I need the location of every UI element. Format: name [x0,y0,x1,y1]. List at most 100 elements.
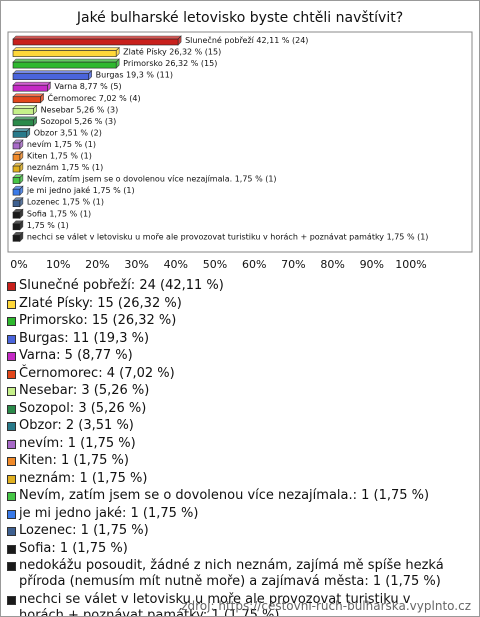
legend-swatch [7,422,16,431]
legend-swatch [7,387,16,396]
x-tick-label: 80% [320,258,344,271]
bar-label: Obzor 3,51 % (2) [34,128,102,137]
legend-item: Primorsko: 15 (26,32 %) [7,313,447,329]
bar [12,119,34,127]
legend-label: Lozenec: 1 (1,75 %) [19,523,149,538]
x-tick-label: 90% [360,258,384,271]
bar-label: 1,75 % (1) [27,221,69,230]
x-tick-label: 70% [281,258,305,271]
legend-label: Sofia: 1 (1,75 %) [19,540,128,556]
legend-swatch [7,527,16,536]
bar-label: Nesebar 5,26 % (3) [41,105,119,114]
legend-label: Zlaté Písky: 15 (26,32 %) [19,295,182,311]
legend-swatch [7,299,16,309]
bar-label: neznám 1,75 % (1) [27,163,103,172]
bar-label: Burgas 19,3 % (11) [96,71,173,80]
chart-title: Jaké bulharské letovisko byste chtěli na… [76,10,403,26]
legend-label: nedokážu posoudit, žádné z nich neznám, … [19,558,444,589]
bar [12,142,21,150]
legend-item: Burgas: 11 (19,3 %) [7,331,447,347]
legend-item: Varna: 5 (8,77 %) [7,348,447,364]
legend-label: Kiten: 1 (1,75 %) [19,453,129,468]
legend-item: nedokážu posoudit, žádné z nich neznám, … [7,558,447,590]
bar-label: Sofia 1,75 % (1) [27,209,91,218]
legend-label: Burgas: 11 (19,3 %) [19,330,150,346]
legend-item: nechci se válet v letovisku u moře ale p… [7,591,447,617]
legend-swatch [7,352,16,361]
legend-swatch [7,509,16,519]
bar [12,235,21,242]
legend-swatch [7,544,16,554]
legend-swatch [7,282,16,291]
bar-label: Lozenec 1,75 % (1) [27,198,104,207]
legend-swatch [7,404,16,414]
legend-swatch [7,334,16,344]
bar-label: je mi jedno jaké 1,75 % (1) [26,185,135,195]
legend-label: nechci se válet v letovisku u moře ale p… [19,591,411,617]
bar-top [12,35,182,40]
legend-label: Sozopol: 3 (5,26 %) [19,400,147,416]
x-tick-label: 30% [124,258,148,271]
legend-item: je mi jedno jaké: 1 (1,75 %) [7,506,447,522]
bar-top [12,93,45,98]
bar [12,131,28,138]
x-tick-label: 20% [85,258,109,271]
legend-item: Sozopol: 3 (5,26 %) [7,401,447,417]
legend-item: nevím: 1 (1,75 %) [7,436,447,452]
legend-label: Primorsko: 15 (26,32 %) [19,313,177,328]
legend: Slunečné pobřeží: 24 (42,11 %) Zlaté Písk… [7,278,447,617]
bar-top [12,58,120,63]
bar [12,73,89,80]
bar-label: Primorsko 26,32 % (15) [123,59,217,68]
legend-label: neznám: 1 (1,75 %) [19,470,148,486]
bar [12,188,21,196]
bar-label: Zlaté Písky 26,32 % (15) [123,47,221,57]
bar [12,96,41,104]
legend-swatch [7,369,16,379]
legend-swatch [7,317,16,326]
legend-item: Nevím, zatím jsem se o dovolenou více ne… [7,488,447,504]
legend-item: Sofia: 1 (1,75 %) [7,541,447,557]
legend-label: Obzor: 2 (3,51 %) [19,418,134,433]
bar-top [12,47,120,51]
bar-label: Sozopol 5,26 % (3) [41,117,117,126]
legend-swatch [7,595,16,605]
legend-swatch [7,439,16,449]
bar-label: nevím 1,75 % (1) [27,140,96,149]
legend-label: Nevím, zatím jsem se o dovolenou více ne… [19,488,430,503]
legend-label: Černomorec: 4 (7,02 %) [19,365,175,381]
bar-label: Kiten 1,75 % (1) [27,152,92,161]
bar [12,154,21,161]
legend-item: neznám: 1 (1,75 %) [7,471,447,487]
legend-label: Varna: 5 (8,77 %) [19,348,133,363]
source: zdroj: https://cestovni-ruch-bulharska.v… [181,599,471,613]
legend-item: Zlaté Písky: 15 (26,32 %) [7,296,447,312]
x-tick-label: 60% [242,258,266,271]
x-tick-label: 100% [395,258,426,271]
bar [12,61,117,69]
bar-label: Nevím, zatím jsem se o dovolenou více ne… [27,175,277,184]
legend-swatch [7,474,16,484]
legend-item: Nesebar: 3 (5,26 %) [7,383,447,399]
bar [12,84,48,92]
bar [12,223,21,231]
legend-item: Černomorec: 4 (7,02 %) [7,366,447,382]
legend-swatch [7,562,16,571]
x-tick-label: 10% [46,258,70,271]
legend-item: Kiten: 1 (1,75 %) [7,453,447,469]
x-tick-label: 0% [10,258,27,271]
bar-top [12,116,38,121]
bar-label: nechci se válet v letovisku u moře ale p… [27,232,429,241]
bar [12,50,117,57]
x-tick-label: 40% [164,258,188,271]
legend-label: nevím: 1 (1,75 %) [19,435,136,451]
bar-label: Slunečné pobřeží 42,11 % (24) [185,35,308,45]
legend-item: Obzor: 2 (3,51 %) [7,418,447,434]
bar [12,177,21,184]
bar-top [12,81,52,86]
bar [12,108,34,115]
bar [12,38,179,46]
bar-top [12,105,38,109]
bar [12,200,21,207]
